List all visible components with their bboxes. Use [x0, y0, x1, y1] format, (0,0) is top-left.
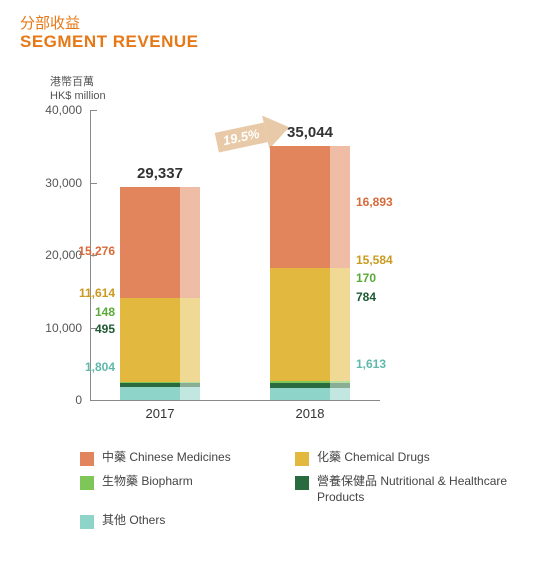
ytick-mark: [90, 183, 97, 184]
legend: 中藥 Chinese Medicines 化藥 Chemical Drugs 生…: [80, 450, 510, 537]
legend-item-nutritional: 營養保健品 Nutritional & Healthcare Products: [295, 474, 510, 505]
value-label-chemical: 11,614: [70, 286, 115, 300]
ytick: 40,000: [32, 103, 82, 117]
title-zh: 分部收益: [20, 12, 80, 33]
seg-others: [120, 387, 200, 400]
value-label-chemical: 15,584: [356, 253, 393, 267]
ytick-mark: [90, 400, 97, 401]
segment-revenue-chart: 010,00020,00030,00040,000 29,3371,804495…: [30, 110, 380, 420]
legend-item-chinese: 中藥 Chinese Medicines: [80, 450, 295, 466]
legend-label-chinese: 中藥 Chinese Medicines: [102, 450, 231, 466]
ytick-mark: [90, 110, 97, 111]
bar-total-2017: 29,337: [120, 165, 200, 182]
value-label-biopharm: 170: [356, 271, 376, 285]
swatch-others: [80, 515, 94, 529]
title-en: SEGMENT REVENUE: [20, 32, 198, 52]
y-axis-label-en: HK$ million: [50, 89, 106, 103]
ytick: 0: [32, 393, 82, 407]
legend-label-others: 其他 Others: [102, 513, 165, 529]
seg-biopharm: [270, 381, 350, 382]
legend-label-nutritional: 營養保健品 Nutritional & Healthcare Products: [317, 474, 510, 505]
legend-item-others: 其他 Others: [80, 513, 295, 529]
legend-label-biopharm: 生物藥 Biopharm: [102, 474, 193, 490]
x-axis: [90, 400, 380, 401]
swatch-nutritional: [295, 476, 309, 490]
value-label-others: 1,613: [356, 357, 386, 371]
seg-chinese: [120, 187, 200, 298]
bar-total-2018: 35,044: [270, 124, 350, 141]
value-label-chinese: 15,276: [70, 244, 115, 258]
seg-chemical: [120, 298, 200, 382]
swatch-chinese: [80, 452, 94, 466]
value-label-nutritional: 784: [356, 290, 376, 304]
seg-others: [270, 388, 350, 400]
seg-chemical: [270, 268, 350, 381]
legend-item-chemical: 化藥 Chemical Drugs: [295, 450, 510, 466]
legend-label-chemical: 化藥 Chemical Drugs: [317, 450, 430, 466]
value-label-nutritional: 495: [70, 322, 115, 336]
seg-chinese: [270, 146, 350, 268]
value-label-chinese: 16,893: [356, 195, 393, 209]
ytick: 30,000: [32, 176, 82, 190]
y-axis-label-zh: 港幣百萬: [50, 75, 106, 89]
seg-nutritional: [120, 383, 200, 387]
value-label-biopharm: 148: [70, 305, 115, 319]
legend-item-biopharm: 生物藥 Biopharm: [80, 474, 295, 505]
seg-nutritional: [270, 383, 350, 389]
swatch-biopharm: [80, 476, 94, 490]
x-category: 2017: [120, 406, 200, 421]
value-label-others: 1,804: [70, 360, 115, 374]
seg-biopharm: [120, 382, 200, 383]
y-axis-label: 港幣百萬 HK$ million: [50, 75, 106, 104]
swatch-chemical: [295, 452, 309, 466]
x-category: 2018: [270, 406, 350, 421]
